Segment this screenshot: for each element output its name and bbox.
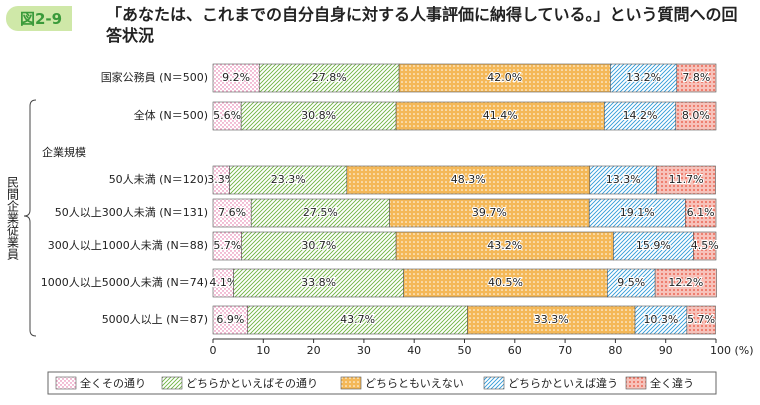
- value-label: 9.2%: [222, 71, 250, 84]
- legend-swatch: [161, 376, 183, 390]
- bar-segment: [686, 305, 716, 335]
- legend-box: [47, 371, 717, 395]
- value-label: 43.7%: [340, 313, 375, 326]
- value-label: 23.3%: [271, 173, 306, 186]
- group-bracket: [23, 99, 37, 337]
- y-tick-label: 50人未満 (N＝120): [109, 173, 208, 186]
- y-tick-label: 5000人以上 (N＝87): [102, 313, 208, 326]
- legend-swatch: [483, 376, 505, 390]
- bar-segment: [233, 268, 404, 298]
- bar-segment: [675, 101, 717, 131]
- value-label: 9.5%: [617, 276, 645, 289]
- bar-segment: [467, 305, 636, 335]
- y-tick-label: 国家公務員 (N＝500): [101, 70, 208, 84]
- bar-segment: [693, 231, 717, 261]
- legend-swatch: [625, 376, 647, 390]
- value-label: 27.8%: [312, 71, 347, 84]
- bar-segment: [676, 63, 717, 93]
- bar-segment: [656, 165, 716, 195]
- legend-label: どちらかといえば違う: [508, 377, 618, 390]
- value-label: 3.3%: [207, 173, 235, 186]
- y-tick-label: 全体 (N＝500): [134, 108, 208, 122]
- value-label: 6.9%: [216, 313, 244, 326]
- bar-segment: [654, 268, 717, 298]
- legend-label: 全く違う: [650, 376, 694, 390]
- bar-segment: [346, 165, 591, 195]
- bar-segment: [258, 63, 400, 93]
- bar-segment: [634, 305, 688, 335]
- bar-segment: [607, 268, 656, 298]
- value-label: 39.7%: [472, 206, 507, 219]
- value-label: 6.1%: [687, 206, 715, 219]
- value-label: 4.5%: [691, 239, 719, 252]
- value-label: 7.6%: [218, 206, 246, 219]
- group-label: 民間企業従業員: [6, 176, 20, 260]
- bar-segment: [212, 63, 260, 93]
- value-label: 7.8%: [682, 71, 710, 84]
- bar-segment: [589, 165, 657, 195]
- value-label: 14.2%: [623, 109, 658, 122]
- x-tick-label: 10: [256, 344, 270, 357]
- bar-segment: [588, 198, 686, 228]
- bar-segment: [212, 305, 249, 335]
- x-tick-label: 0: [210, 344, 217, 357]
- value-label: 15.9%: [636, 239, 671, 252]
- value-label: 42.0%: [487, 71, 522, 84]
- value-label: 40.5%: [488, 276, 523, 289]
- value-label: 41.4%: [483, 109, 518, 122]
- value-label: 27.5%: [303, 206, 338, 219]
- legend-swatch: [340, 376, 362, 390]
- value-label: 13.2%: [626, 71, 661, 84]
- chart-title: 「あなたは、これまでの自分自身に対する人事評価に納得している。」という質問への回…: [106, 5, 738, 45]
- value-label: 19.1%: [620, 206, 655, 219]
- value-label: 48.3%: [451, 173, 486, 186]
- value-label: 11.7%: [669, 173, 704, 186]
- x-tick-label: 60: [508, 344, 522, 357]
- section-label: 企業規模: [42, 145, 86, 159]
- bar-segment: [613, 231, 694, 261]
- x-tick-label: 90: [659, 344, 673, 357]
- value-label: 30.7%: [301, 239, 336, 252]
- value-label: 5.6%: [213, 109, 241, 122]
- bar-segment: [240, 101, 397, 131]
- y-tick-label: 1000人以上5000人未満 (N＝74): [41, 276, 208, 289]
- bar-segment: [395, 231, 614, 261]
- x-tick-label: 40: [407, 344, 421, 357]
- x-tick-label: 80: [608, 344, 622, 357]
- value-label: 4.1%: [209, 276, 237, 289]
- value-label: 43.2%: [487, 239, 522, 252]
- value-label: 30.8%: [301, 109, 336, 122]
- figure-label: 図2-9: [6, 6, 73, 31]
- value-label: 12.2%: [668, 276, 703, 289]
- bar-segment: [395, 101, 605, 131]
- bar-segment: [250, 198, 390, 228]
- legend-label: どちらともいえない: [365, 377, 464, 390]
- value-label: 5.7%: [213, 239, 241, 252]
- y-tick-label: 300人以上1000人未満 (N＝88): [48, 239, 208, 252]
- y-tick-label: 50人以上300人未満 (N＝131): [55, 206, 208, 219]
- value-label: 5.7%: [687, 313, 715, 326]
- legend-label: 全くその通り: [80, 376, 146, 390]
- value-label: 13.3%: [606, 173, 641, 186]
- value-label: 8.0%: [682, 109, 710, 122]
- value-label: 10.3%: [643, 313, 678, 326]
- x-tick-label: 20: [307, 344, 321, 357]
- value-label: 33.3%: [534, 313, 569, 326]
- bar-segment: [685, 198, 717, 228]
- value-label: 33.8%: [301, 276, 336, 289]
- legend-swatch: [55, 376, 77, 390]
- x-tick-label: 50: [458, 344, 472, 357]
- x-tick-label: 70: [558, 344, 572, 357]
- bar-segment: [241, 231, 397, 261]
- x-tick-label: 100 (%): [710, 344, 754, 357]
- x-tick-label: 30: [357, 344, 371, 357]
- bar-segment: [212, 101, 242, 131]
- bar-segment: [403, 268, 608, 298]
- bar-segment: [604, 101, 677, 131]
- legend-label: どちらかといえばその通り: [186, 377, 318, 390]
